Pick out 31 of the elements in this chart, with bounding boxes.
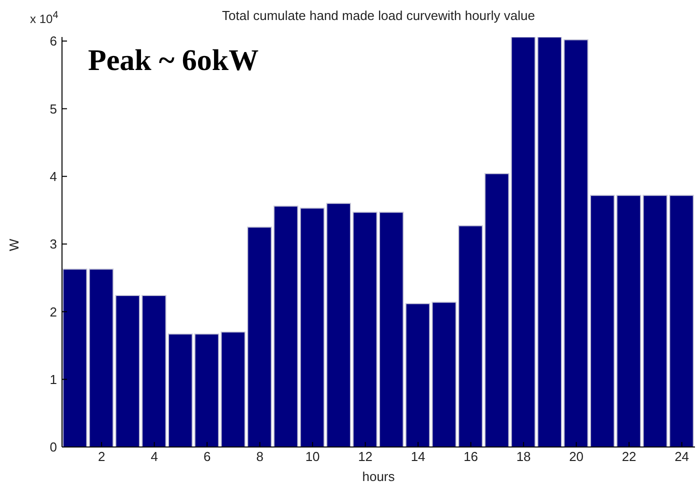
chart-title: Total cumulate hand made load curvewith hourly value xyxy=(221,8,536,23)
x-tick-label: 10 xyxy=(305,449,320,464)
y-tick-label: 3 xyxy=(50,236,57,252)
x-tick-label: 4 xyxy=(150,449,158,464)
y-tick-label: 5 xyxy=(50,101,57,116)
y-tick-label: 0 xyxy=(50,440,57,455)
y-axis-title: W xyxy=(6,238,22,252)
text: x 10$^{4}$ xyxy=(30,10,58,26)
x-axis-title: hours xyxy=(361,469,396,484)
x-tick-label: 8 xyxy=(256,449,264,464)
x-tick-label: 20 xyxy=(569,449,584,464)
bar xyxy=(62,268,88,447)
bar xyxy=(510,37,536,447)
x-tick-label: 12 xyxy=(358,449,373,464)
bar xyxy=(194,334,220,447)
x-tick-label: 6 xyxy=(203,449,211,464)
bar xyxy=(405,303,430,447)
annotation: Peak ~ 6okW xyxy=(88,44,259,78)
x-tick-label: 24 xyxy=(674,449,690,464)
bar xyxy=(616,194,642,447)
x-tick-label: 16 xyxy=(464,449,478,464)
x-tick-label: 2 xyxy=(98,449,106,464)
x-tick-label: 18 xyxy=(516,449,531,464)
bar xyxy=(88,268,114,447)
bar xyxy=(300,208,325,447)
y-tick-label: 1 xyxy=(50,372,57,387)
y-tick-label: 2 xyxy=(50,304,57,320)
x-tick-label: 14 xyxy=(410,449,426,464)
y-tick-label: 4 xyxy=(50,168,57,184)
y-tick-label: 6 xyxy=(50,34,57,49)
x-tick-label: 22 xyxy=(622,449,636,464)
